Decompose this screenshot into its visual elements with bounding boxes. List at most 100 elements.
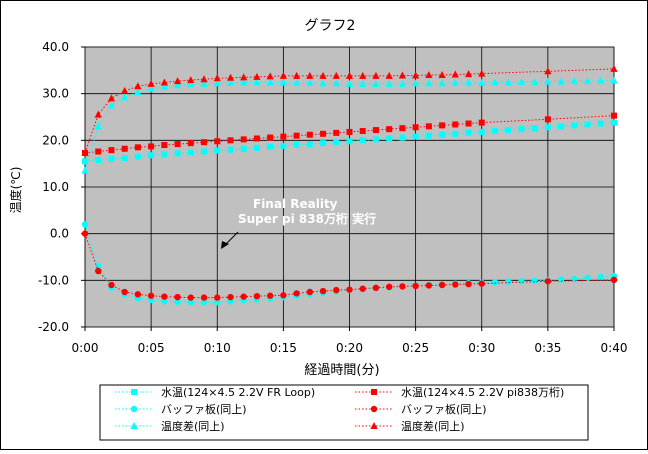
- data-point: [240, 293, 247, 300]
- legend-item: 水温(124×4.5 2.2V FR Loop): [115, 386, 315, 399]
- y-tick-label: 0.0: [50, 227, 69, 241]
- data-point: [280, 133, 287, 140]
- data-point: [293, 78, 301, 86]
- data-point: [464, 78, 473, 86]
- data-point: [108, 281, 115, 289]
- x-axis-label: 経過時間(分): [304, 363, 379, 378]
- legend-item: 温度差(同上): [355, 419, 465, 433]
- data-point: [227, 137, 234, 144]
- data-point: [266, 72, 274, 80]
- data-point: [412, 71, 420, 79]
- data-point: [306, 288, 314, 296]
- data-point: [267, 143, 274, 150]
- data-point: [253, 72, 261, 80]
- data-point: [557, 77, 565, 85]
- data-point: [320, 140, 327, 147]
- data-point: [240, 136, 247, 143]
- data-point: [147, 292, 155, 299]
- data-point: [385, 71, 393, 79]
- data-point: [332, 71, 340, 79]
- y-tick-label: 10.0: [42, 180, 69, 194]
- series-2: [82, 112, 617, 156]
- data-point: [306, 78, 314, 86]
- data-point: [439, 122, 446, 129]
- data-point: [267, 134, 274, 141]
- data-point: [81, 230, 89, 237]
- data-point: [280, 142, 287, 149]
- data-point: [174, 150, 181, 157]
- data-point: [319, 287, 327, 295]
- data-point: [478, 119, 485, 126]
- data-point: [200, 75, 208, 83]
- data-point: [451, 70, 459, 78]
- data-point: [95, 156, 102, 163]
- data-point: [412, 124, 419, 131]
- data-point: [386, 126, 393, 133]
- data-point: [121, 288, 128, 296]
- data-point: [134, 153, 141, 160]
- data-point: [174, 298, 181, 305]
- series-line: [84, 122, 615, 162]
- data-point: [597, 76, 605, 84]
- data-point: [505, 127, 512, 134]
- data-point: [345, 79, 354, 87]
- x-tick-label: 0:05: [138, 341, 165, 355]
- data-point: [107, 101, 116, 109]
- data-point: [425, 79, 433, 87]
- data-point: [610, 276, 618, 284]
- data-point: [214, 299, 221, 306]
- legend-item: バッファ板(同上): [355, 402, 487, 416]
- data-point: [147, 79, 155, 87]
- data-point: [293, 132, 300, 139]
- data-point: [359, 71, 367, 79]
- data-point: [597, 120, 604, 127]
- chart-title: グラフ2: [305, 18, 356, 34]
- data-point: [279, 78, 287, 86]
- data-point: [253, 293, 261, 300]
- data-point: [253, 135, 260, 142]
- data-point: [253, 144, 260, 151]
- data-point: [491, 78, 499, 86]
- data-point: [134, 144, 141, 151]
- data-point: [372, 79, 380, 87]
- data-point: [557, 276, 565, 283]
- data-point: [173, 81, 182, 89]
- data-point: [425, 123, 432, 130]
- data-point: [319, 79, 327, 87]
- data-point: [544, 278, 552, 285]
- data-point: [451, 78, 459, 86]
- data-point: [253, 78, 261, 86]
- data-point: [201, 148, 208, 155]
- x-tick-label: 0:20: [336, 341, 363, 355]
- data-point: [333, 286, 340, 294]
- data-point: [452, 281, 459, 288]
- data-point: [240, 145, 247, 152]
- series-layer: [81, 64, 618, 306]
- data-point: [81, 166, 89, 174]
- y-tick-label: 40.0: [42, 40, 69, 54]
- x-tick-label: 0:35: [534, 341, 561, 355]
- data-point: [611, 112, 617, 119]
- data-point: [214, 147, 221, 154]
- data-point: [161, 293, 168, 300]
- legend: 水温(124×4.5 2.2V FR Loop) 水温(124×4.5 2.2V …: [115, 385, 564, 433]
- data-point: [200, 299, 208, 306]
- data-point: [214, 294, 221, 301]
- data-point: [465, 280, 472, 288]
- legend-marker: [130, 422, 138, 429]
- data-point: [504, 78, 512, 86]
- data-point: [570, 77, 578, 85]
- data-point: [134, 291, 142, 298]
- data-point: [187, 149, 194, 156]
- data-point: [148, 143, 155, 150]
- data-point: [161, 142, 168, 148]
- data-point: [280, 292, 287, 299]
- data-point: [478, 78, 486, 86]
- data-point: [187, 80, 195, 88]
- y-tick-label: 30.0: [42, 87, 69, 101]
- data-point: [372, 127, 379, 134]
- data-point: [134, 82, 142, 90]
- data-point: [558, 123, 565, 130]
- x-tick-label: 0:25: [402, 341, 429, 355]
